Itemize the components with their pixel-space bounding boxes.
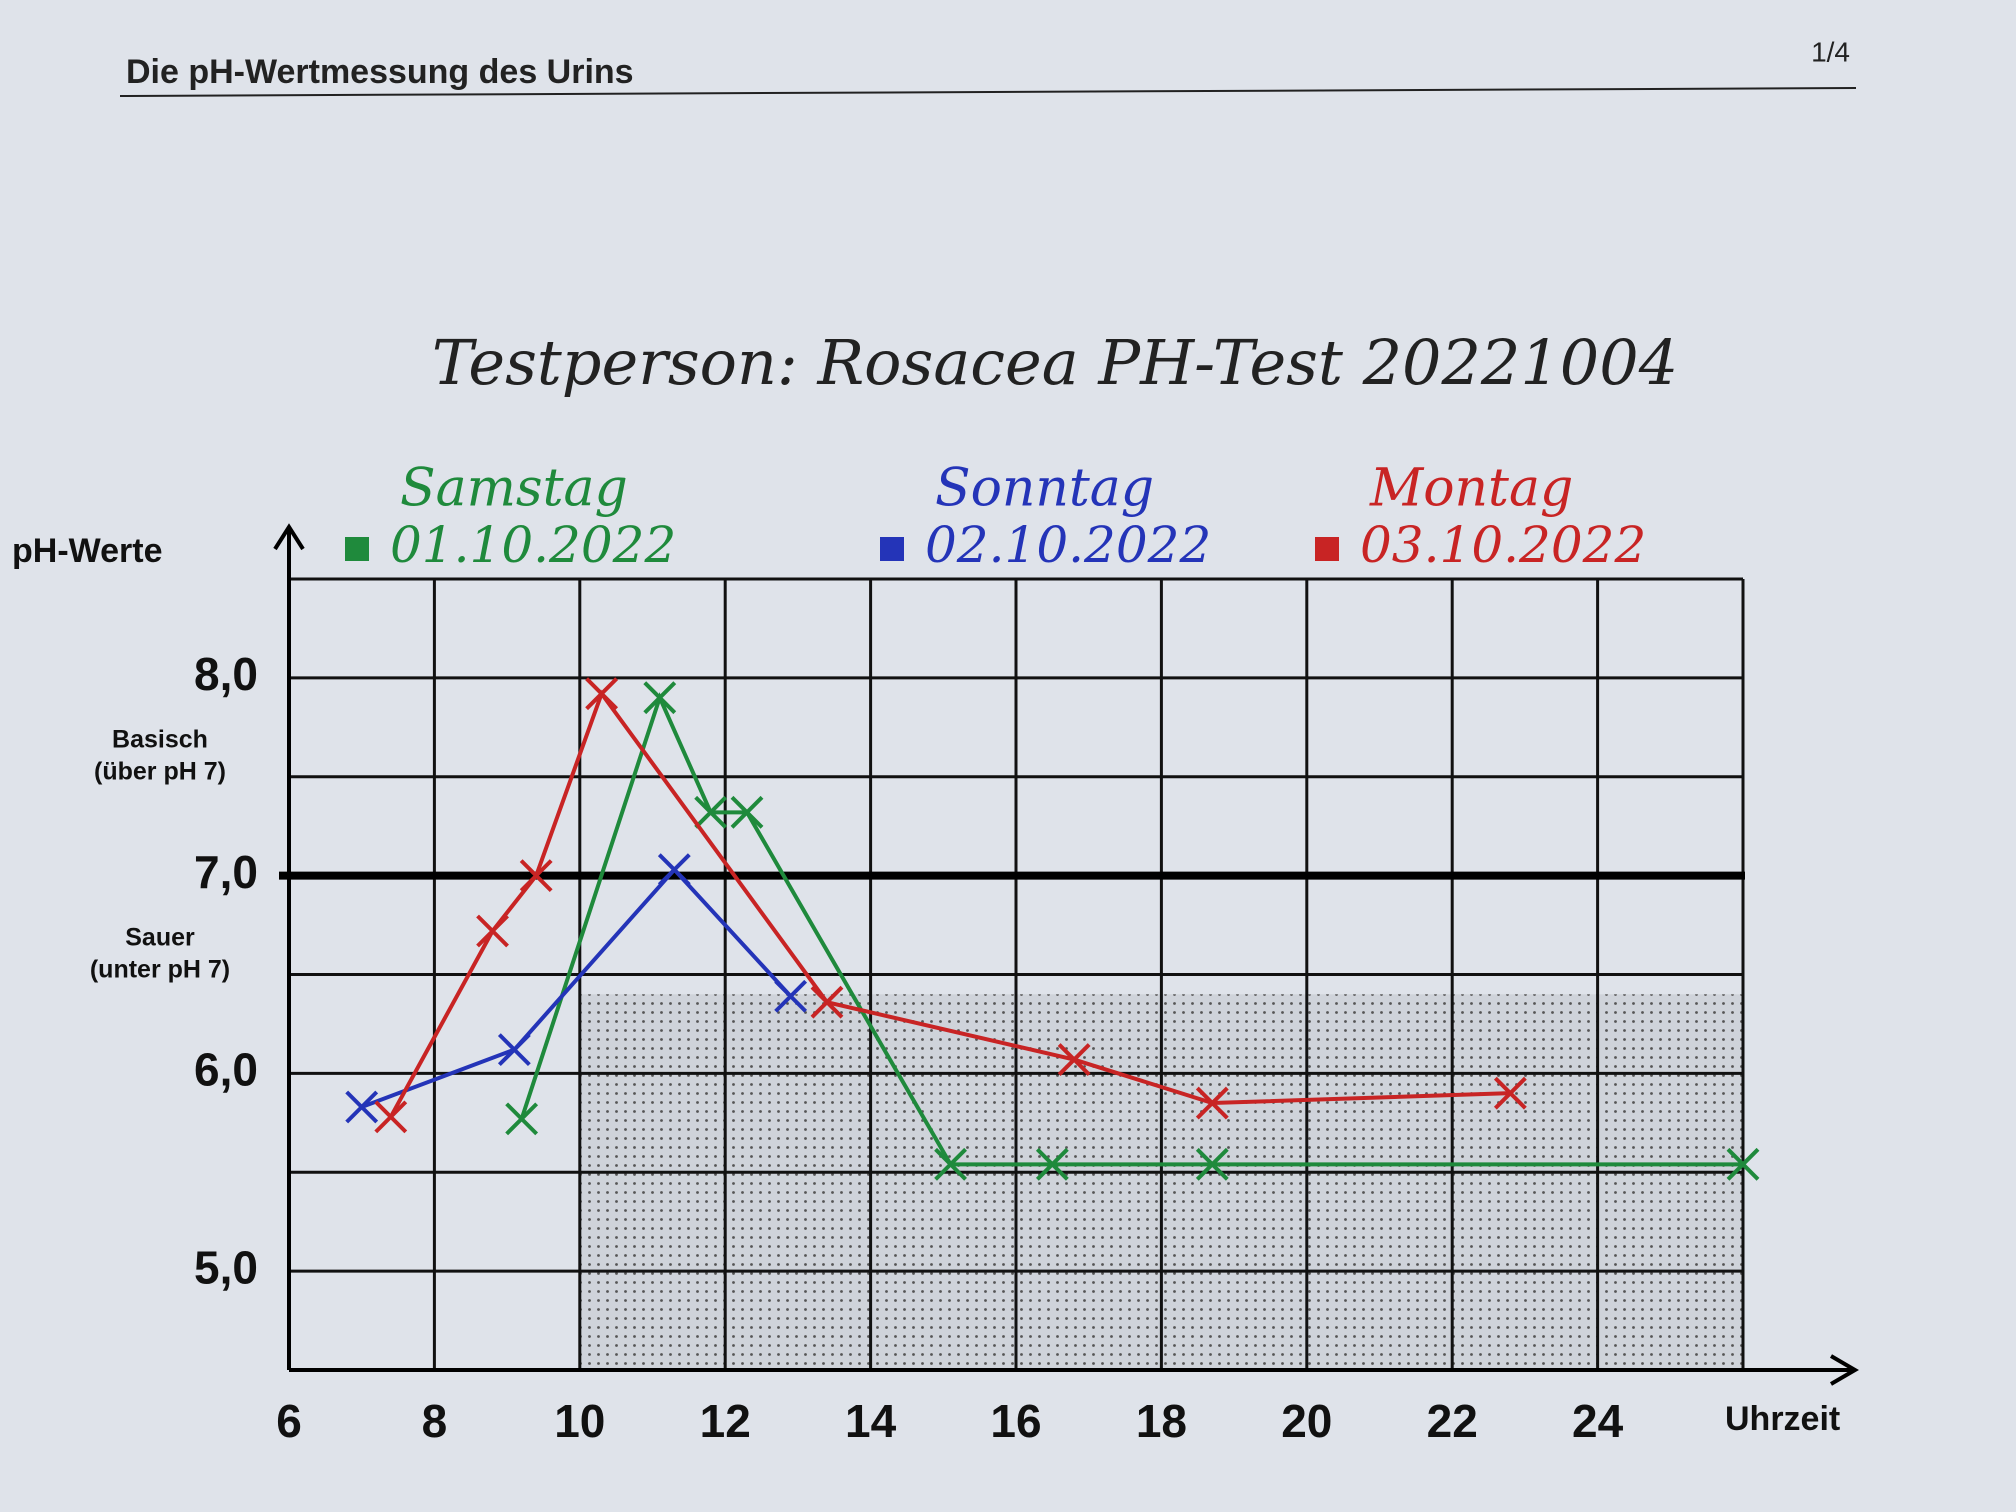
data-point xyxy=(934,1147,967,1181)
data-point xyxy=(694,795,728,829)
legend-swatch xyxy=(1315,537,1339,561)
legend-name: Sonntag xyxy=(935,459,1154,519)
y-axis xyxy=(273,523,305,1370)
data-point xyxy=(657,853,691,887)
data-point xyxy=(643,681,677,715)
data-point xyxy=(497,1033,531,1067)
legend-name: Samstag xyxy=(400,459,628,519)
legend-date: 01.10.2022 xyxy=(390,516,676,574)
x-tick-label: 16 xyxy=(990,1395,1041,1447)
y-tick-label: 7,0 xyxy=(194,846,258,898)
x-axis xyxy=(289,1354,1859,1386)
series-line xyxy=(519,692,1743,1167)
y-tick-label: 8,0 xyxy=(194,648,258,700)
data-point xyxy=(1195,1147,1229,1181)
data-point xyxy=(374,1100,408,1134)
x-tick-label: 12 xyxy=(700,1395,751,1447)
series-line xyxy=(360,866,793,1109)
data-point xyxy=(519,859,553,893)
zone-annotation: Basisch xyxy=(112,726,208,754)
data-point xyxy=(1493,1076,1527,1110)
data-point xyxy=(810,985,844,1019)
x-tick-label: 20 xyxy=(1281,1395,1332,1447)
chart-title: Testperson: Rosacea PH-Test 20221004 xyxy=(432,326,1678,399)
x-tick-label: 14 xyxy=(845,1395,897,1447)
header-title: Die pH-Wertmessung des Urins xyxy=(126,53,634,91)
zone-annotation: (unter pH 7) xyxy=(90,955,230,983)
legend-date: 02.10.2022 xyxy=(925,516,1211,574)
header-rule xyxy=(119,87,1857,97)
x-tick-label: 22 xyxy=(1427,1395,1478,1447)
y-axis-label: pH-Werte xyxy=(12,532,163,570)
y-tick-label: 6,0 xyxy=(194,1044,258,1096)
x-tick-label: 8 xyxy=(422,1395,448,1447)
x-tick-label: 6 xyxy=(276,1395,302,1447)
data-point xyxy=(505,1102,539,1136)
zone-annotation: (über pH 7) xyxy=(94,758,226,786)
x-tick-label: 10 xyxy=(554,1395,605,1447)
x-tick-label: 18 xyxy=(1136,1395,1187,1447)
data-point xyxy=(1195,1086,1229,1120)
zone-annotation: Sauer xyxy=(125,923,195,951)
page-number: 1/4 xyxy=(1811,36,1850,67)
data-point xyxy=(1057,1043,1091,1076)
data-point xyxy=(476,914,509,948)
data-point xyxy=(730,795,764,829)
data-point xyxy=(1035,1147,1069,1181)
data-point xyxy=(345,1090,379,1124)
legend-date: 03.10.2022 xyxy=(1360,516,1646,574)
x-tick-label: 24 xyxy=(1572,1395,1624,1447)
data-point xyxy=(585,677,619,711)
legend-swatch xyxy=(880,537,904,561)
y-tick-label: 5,0 xyxy=(194,1241,258,1293)
data-point xyxy=(1726,1147,1760,1181)
data-point xyxy=(774,979,808,1013)
legend-name: Montag xyxy=(1369,459,1573,519)
x-axis-label: Uhrzeit xyxy=(1725,1400,1840,1438)
legend-swatch xyxy=(345,537,369,561)
